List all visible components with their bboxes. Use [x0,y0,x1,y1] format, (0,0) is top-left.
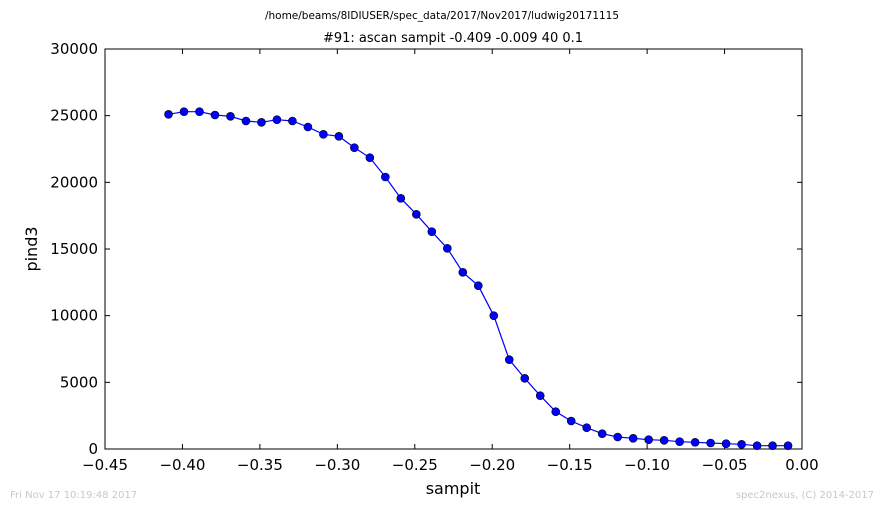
data-point [303,122,313,132]
plot-frame [104,48,803,450]
y-tick-label: 20000 [50,173,98,191]
data-point [504,355,514,364]
x-tick-label: −0.30 [314,456,360,474]
y-tick-label: 15000 [50,240,98,258]
x-tick-label: 0.00 [785,456,818,474]
y-axis-label: pind3 [22,226,41,271]
data-point [210,110,220,120]
series-points [164,107,793,450]
data-point [365,153,375,162]
x-tick-label: −0.15 [547,456,593,474]
data-point [597,429,607,438]
x-tick-label: −0.10 [624,456,670,474]
data-point [179,107,189,116]
data-point [628,434,638,443]
x-tick-label: −0.45 [82,456,128,474]
data-point [551,407,561,416]
data-point [381,172,390,182]
x-tick-label: −0.35 [237,456,283,474]
data-point [334,132,344,141]
data-point [443,244,452,253]
chart-title: #91: ascan sampit -0.409 -0.009 40 0.1 [323,31,583,46]
header-path: /home/beams/8IDIUSER/spec_data/2017/Nov2… [265,10,619,22]
data-point [350,143,359,152]
data-point [288,116,297,126]
y-axis: 0 5000 10000 15000 20000 25000 30000 [50,40,802,458]
data-point [783,441,793,450]
data-point [659,436,669,445]
y-tick-label: 0 [88,440,98,458]
data-point [721,439,731,448]
data-point [752,441,762,450]
data-point [164,110,173,119]
series-line [168,111,789,447]
footer-timestamp: Fri Nov 17 10:19:48 2017 [10,490,137,501]
data-point [195,107,204,116]
data-point [520,374,530,383]
data-point [535,391,545,400]
x-tick-label: −0.40 [159,456,205,474]
data-point [319,130,328,139]
data-point [768,441,777,450]
data-point [675,437,684,446]
data-point [706,438,715,448]
x-tick-label: −0.05 [702,456,748,474]
data-point [473,281,483,290]
data-point [644,435,653,444]
data-point [272,115,282,124]
x-axis-label: sampit [426,479,481,498]
data-point [566,416,576,426]
y-tick-label: 30000 [50,40,98,58]
x-axis: −0.45 −0.40 −0.35 −0.30 −0.25 −0.20 −0.15 −0.10… [82,49,819,474]
data-point [737,440,746,449]
data-point [690,438,700,447]
data-point [226,112,235,121]
y-tick-label: 5000 [60,373,98,391]
data-point [458,268,468,277]
data-point [613,432,622,442]
x-tick-label: −0.20 [469,456,515,474]
footer-credit: spec2nexus, (C) 2014-2017 [736,490,874,501]
data-point [427,227,437,236]
data-point [489,311,499,320]
data-point [582,423,592,432]
x-tick-label: −0.25 [392,456,438,474]
data-point [241,116,251,126]
data-point [257,118,266,127]
data-point [412,210,421,219]
y-tick-label: 10000 [50,307,98,325]
data-point [396,194,406,203]
y-tick-label: 25000 [50,107,98,125]
